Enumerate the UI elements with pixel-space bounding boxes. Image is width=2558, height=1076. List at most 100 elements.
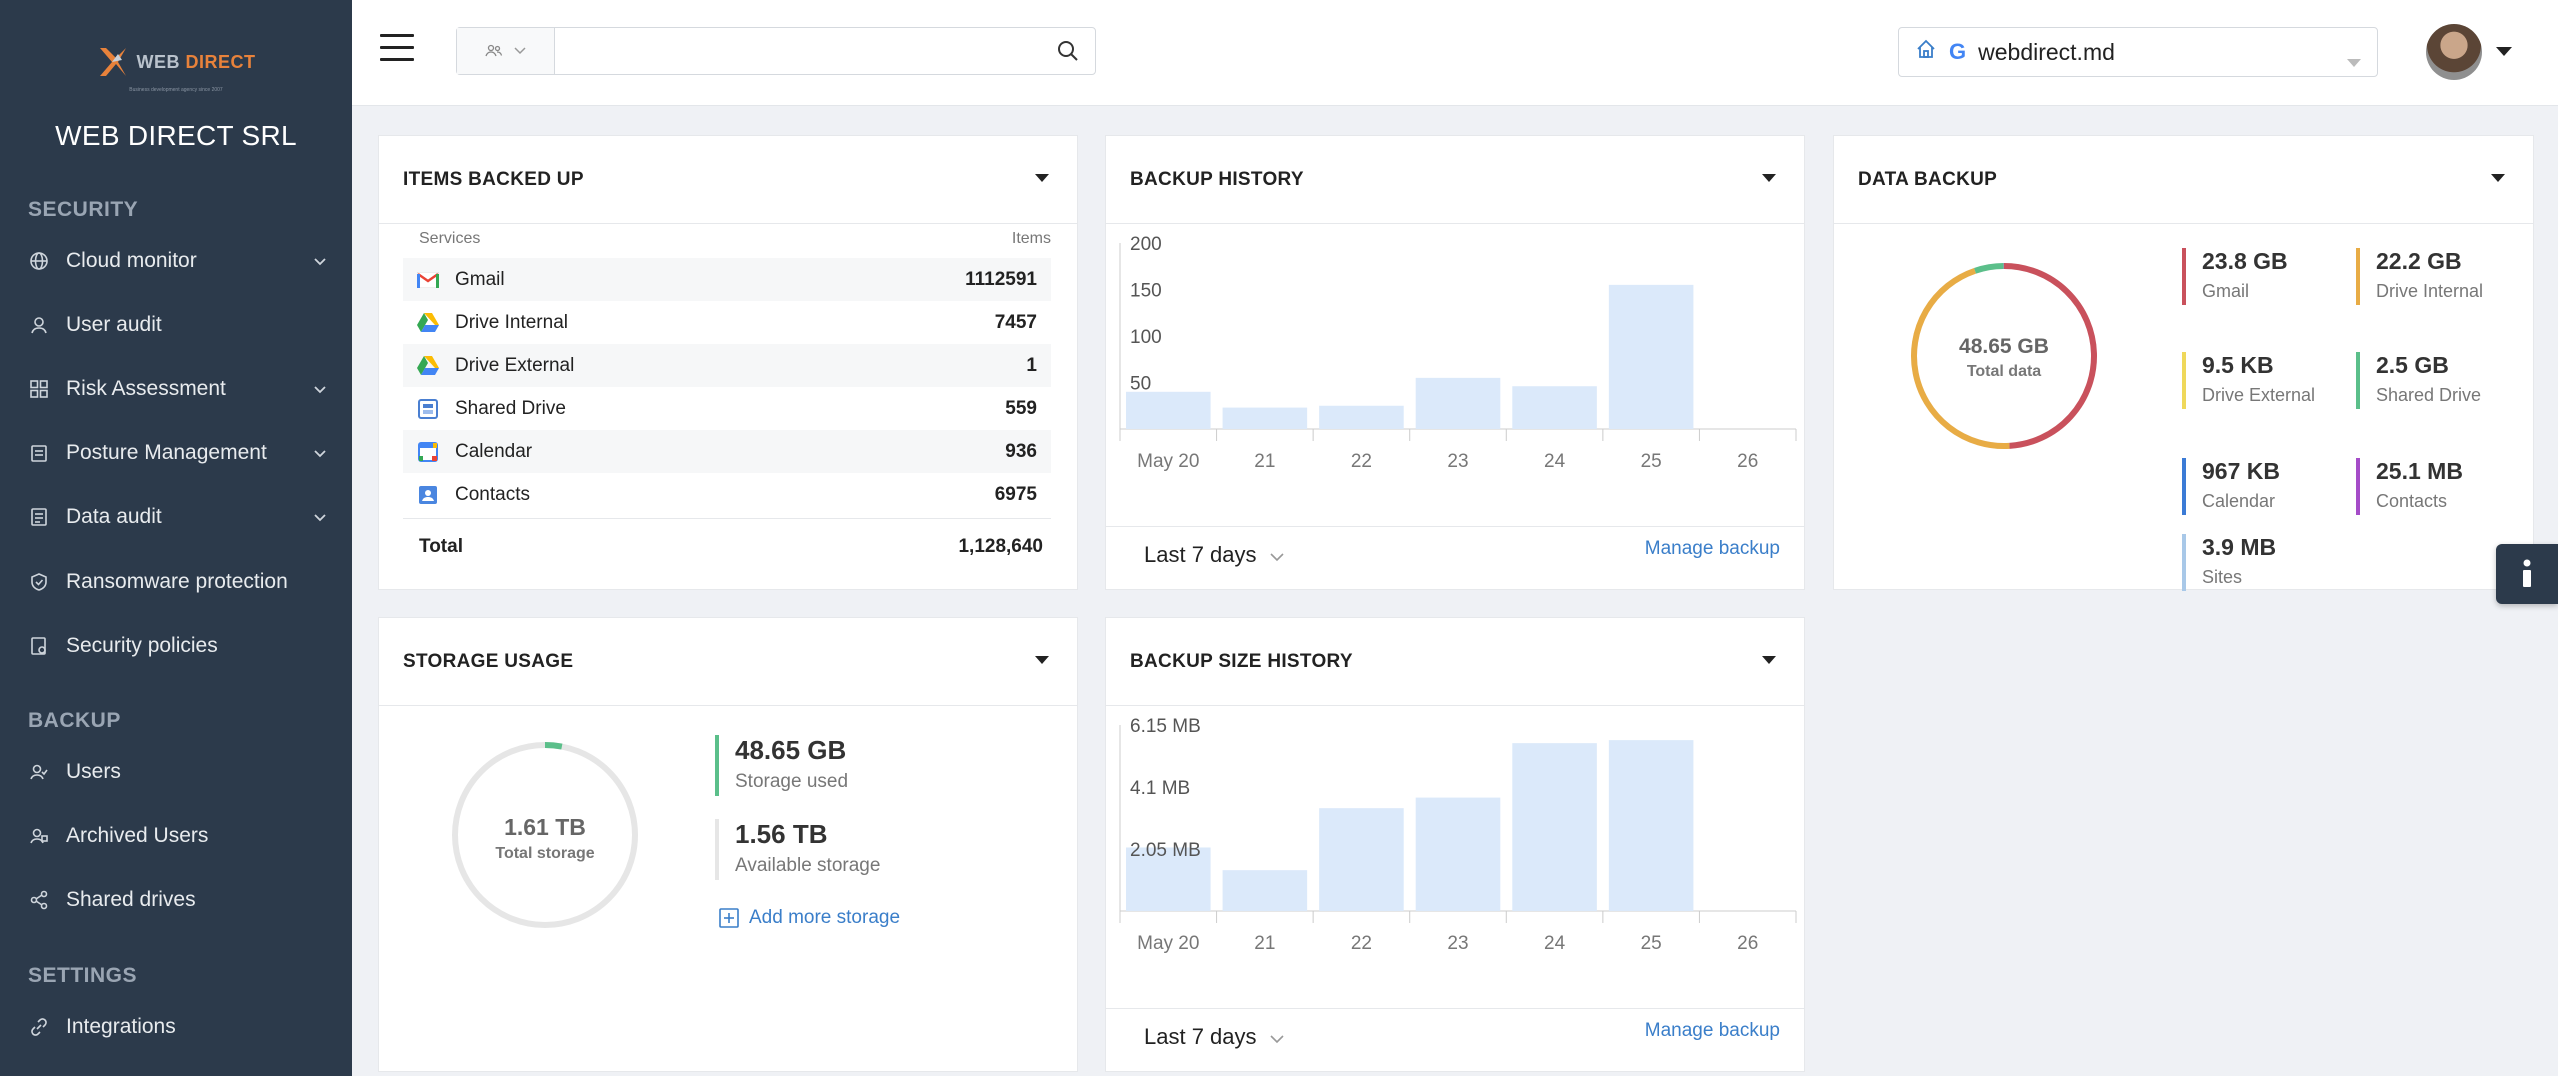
storage-usage-card: STORAGE USAGE 1.61 TB Total storage 48.6…: [378, 617, 1078, 1072]
card-title: BACKUP SIZE HISTORY: [1130, 650, 1353, 672]
card-menu-caret-icon[interactable]: [1762, 174, 1776, 182]
caret-down-icon[interactable]: [2496, 44, 2512, 62]
service-name: Drive Internal: [455, 311, 568, 333]
sidebar-item-integrations[interactable]: Integrations: [28, 1007, 328, 1047]
logo-text-web: WEB: [136, 51, 180, 72]
card-title: BACKUP HISTORY: [1130, 168, 1304, 190]
sidebar-item-cloud-monitor[interactable]: Cloud monitor: [28, 241, 328, 281]
logo-subtitle: Business development agency since 2007: [129, 87, 223, 93]
sidebar-item-users[interactable]: Users: [28, 752, 328, 792]
logo[interactable]: WEB DIRECT Business development agency s…: [0, 44, 352, 93]
legend-item: 967 KB Calendar: [2182, 458, 2347, 515]
add-more-storage-link[interactable]: Add more storage: [719, 907, 900, 929]
menu-toggle-icon[interactable]: [380, 34, 414, 64]
sidebar-item-risk-assessment[interactable]: Risk Assessment: [28, 369, 328, 409]
sidebar-item-label: Archived Users: [66, 824, 209, 847]
manage-backup-link[interactable]: Manage backup: [1644, 538, 1780, 559]
storage-available-item: 1.56 TB Available storage: [715, 819, 880, 880]
bar: [1319, 405, 1404, 429]
search-icon[interactable]: [1057, 40, 1079, 67]
x-tick-label: 23: [1447, 451, 1468, 472]
legend-item: 2.5 GB Shared Drive: [2356, 352, 2521, 409]
donut-center-label: Total data: [1966, 363, 2042, 380]
sidebar-item-ransomware-protection[interactable]: Ransomware protection: [28, 562, 328, 602]
manage-backup-link[interactable]: Manage backup: [1644, 1020, 1780, 1041]
drive-icon: [417, 355, 439, 377]
search-scope-dropdown[interactable]: [457, 28, 555, 74]
policy-icon: [28, 635, 50, 657]
period-selector[interactable]: Last 7 days: [1144, 1024, 1285, 1050]
sidebar-item-shared-drives[interactable]: Shared drives: [28, 880, 328, 920]
backup-history-card: BACKUP HISTORY May 20 21 22 23 24 25 26 50 100 15…: [1105, 135, 1805, 590]
domain-selector[interactable]: G webdirect.md: [1898, 27, 2378, 77]
sidebar-item-label: Data audit: [66, 505, 162, 528]
card-menu-caret-icon[interactable]: [1762, 656, 1776, 664]
sidebar-item-archived-users[interactable]: Archived Users: [28, 816, 328, 856]
period-label: Last 7 days: [1144, 1024, 1257, 1049]
period-selector[interactable]: Last 7 days: [1144, 542, 1285, 568]
sidebar-item-label: Shared drives: [66, 888, 196, 911]
sidebar-item-label: Cloud monitor: [66, 249, 197, 272]
x-tick-label: 23: [1447, 933, 1468, 954]
legend-value: 3.9 MB: [2202, 534, 2277, 560]
card-menu-caret-icon[interactable]: [1035, 656, 1049, 664]
share-icon: [28, 889, 50, 911]
legend-value: 9.5 KB: [2202, 352, 2274, 378]
sidebar-item-user-audit[interactable]: User audit: [28, 305, 328, 345]
chevron-down-icon: [1270, 1035, 1284, 1044]
chevron-down-icon: [312, 507, 328, 531]
legend-label: Contacts: [2376, 491, 2448, 511]
bar: [1512, 743, 1597, 911]
sidebar-item-label: Users: [66, 760, 121, 783]
x-tick-label: 24: [1544, 933, 1566, 954]
storage-used-item: 48.65 GB Storage used: [715, 735, 848, 796]
shield-icon: [28, 571, 50, 593]
contacts-icon: [417, 484, 439, 506]
total-label: Total: [419, 536, 463, 557]
chevron-down-icon: [1270, 553, 1284, 562]
bar: [1126, 847, 1211, 911]
calendar-icon: [417, 441, 439, 463]
x-tick-label: 26: [1737, 933, 1758, 954]
info-button[interactable]: [2496, 544, 2558, 604]
avatar[interactable]: [2426, 24, 2482, 80]
sidebar-item-posture-management[interactable]: Posture Management: [28, 433, 328, 473]
y-tick-label: 100: [1130, 327, 1162, 348]
sidebar-item-data-audit[interactable]: Data audit: [28, 497, 328, 537]
legend-value: 2.5 GB: [2376, 352, 2449, 378]
table-row: Shared Drive 559: [403, 387, 1051, 430]
chevron-down-icon: [513, 47, 526, 55]
donut-slice: [1911, 267, 2010, 449]
card-menu-caret-icon[interactable]: [1035, 174, 1049, 182]
donut-center-value: 48.65 GB: [1959, 335, 2049, 358]
x-tick-label: May 20: [1137, 451, 1199, 472]
bar: [1415, 797, 1501, 911]
search-input[interactable]: [557, 28, 1047, 74]
divider: [1106, 1008, 1804, 1009]
total-value: 1,128,640: [958, 536, 1043, 557]
globe-icon: [28, 250, 50, 272]
card-menu-caret-icon[interactable]: [2491, 174, 2505, 182]
service-name: Drive External: [455, 354, 575, 376]
period-label: Last 7 days: [1144, 542, 1257, 567]
google-icon: G: [1949, 39, 1967, 64]
chevron-down-icon: [312, 443, 328, 467]
clipboard-icon: [28, 442, 50, 464]
service-name: Gmail: [455, 268, 505, 290]
x-tick-label: 22: [1351, 451, 1372, 472]
sidebar-item-security-policies[interactable]: Security policies: [28, 626, 328, 666]
sidebar-item-label: Integrations: [66, 1015, 176, 1038]
legend-label: Calendar: [2202, 491, 2276, 511]
table-row: Gmail 1112591: [403, 258, 1051, 301]
x-tick-label: 25: [1641, 933, 1662, 954]
users-icon: [484, 44, 502, 57]
legend-value: 967 KB: [2202, 458, 2280, 484]
card-title: DATA BACKUP: [1858, 168, 1998, 190]
backup-size-history-chart: May 20 21 22 23 24 25 26 2.05 MB 4.1 MB 6.15 MB: [1119, 716, 1797, 954]
logo-text-direct: DIRECT: [185, 51, 256, 72]
add-square-icon: [719, 908, 739, 928]
storage-usage-donut: [452, 742, 638, 928]
item-count: 936: [1005, 440, 1037, 462]
storage-used-label: Storage used: [735, 771, 849, 792]
item-count: 7457: [994, 311, 1037, 333]
